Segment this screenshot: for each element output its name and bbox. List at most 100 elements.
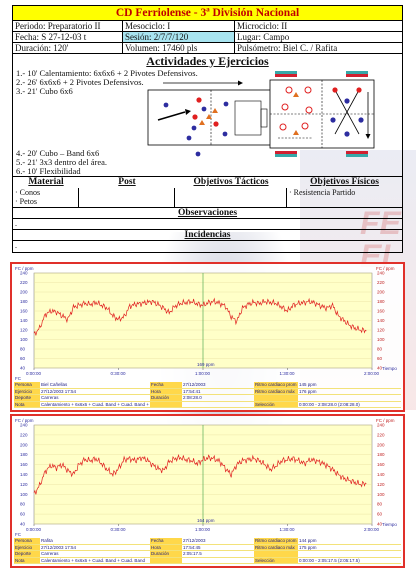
y-tick-label-right: 80	[377, 502, 383, 507]
info-label: Persona	[14, 538, 40, 544]
incidencias-title: Incidencias	[13, 230, 402, 241]
info-label: Hora	[150, 544, 182, 551]
info-value: 145 ppm	[299, 382, 317, 387]
info-label	[150, 401, 182, 408]
info-label: Ritmo cardiaco máx	[254, 388, 298, 395]
info-value: 0:00:00 - 2:05:17.5 (2:05:17.5)	[299, 557, 360, 563]
y-tick-label-right: 140	[377, 472, 385, 477]
info-label: Nota	[14, 557, 40, 564]
y-tick-label-right: 60	[377, 512, 383, 517]
y-tick-label: 180	[20, 452, 28, 457]
mesociclo-cell: Mesociclo: I	[123, 21, 235, 31]
x-tick-label: 0:00:00	[26, 371, 42, 376]
y-tick-label: 220	[20, 432, 28, 437]
y-tick-label-right: 200	[377, 442, 385, 447]
info-label: Hora	[150, 388, 182, 395]
info-label: Fecha	[150, 538, 182, 544]
y-tick-label-right: 160	[377, 309, 385, 314]
y-axis-label-right: FC / ppm	[376, 266, 395, 271]
activity-item: 1.- 10' Calentamiento: 6x6x6 + 2 Pivotes…	[16, 68, 198, 78]
y-tick-label: 120	[20, 328, 28, 333]
header-row: Duración: 120' Volumen: 17460 pls Pulsóm…	[13, 43, 402, 54]
info-value: 27/12/2003 17:54	[41, 388, 77, 394]
drill-diagrams	[147, 71, 375, 157]
volumen-cell: Volumen: 17460 pls	[123, 43, 235, 53]
x-tick-label: 0:30:00	[111, 527, 127, 532]
pitch-diagram-left	[147, 89, 274, 157]
fisicos-cell: · Resistencia Partido	[289, 188, 356, 197]
activity-item: 3.- 21' Cubo 6x6	[16, 86, 73, 96]
y-tick-label-right: 100	[377, 492, 385, 497]
observaciones-value: .	[13, 219, 402, 230]
session-info-table: Persona Biel Cañellas Fecha 27/12/2003 Ritmo…	[14, 382, 401, 409]
info-value: 0:00:00 - 2:08:28.0 (2:08:28.0)	[299, 401, 360, 407]
info-row: Deporte Carreras Duración 2:05:17.5	[14, 551, 401, 558]
y-tick-label-right: 220	[377, 280, 385, 285]
y-tick-label: 140	[20, 318, 28, 323]
y-tick-label: 100	[20, 337, 28, 342]
watermark-text: FE	[360, 205, 401, 241]
header-row: Periodo: Preparatorio II Mesociclo: I Mi…	[13, 21, 402, 32]
info-row: Deporte Carreras Duración 2:08:28.0	[14, 395, 401, 402]
y-axis-label: FC / ppm	[15, 266, 34, 271]
info-value: 144 ppm	[299, 538, 317, 543]
info-value: 2:05:17.5	[183, 551, 202, 557]
info-label: Nota	[14, 401, 40, 408]
y-tick-label: 80	[20, 347, 26, 352]
y-tick-label-right: 120	[377, 328, 385, 333]
x-axis-label: Tiempo	[382, 366, 397, 371]
info-value	[298, 551, 401, 557]
post-cell	[79, 188, 175, 207]
info-label: Duración	[150, 551, 182, 557]
material-header: Material	[28, 177, 64, 187]
y-tick-label: 200	[20, 290, 28, 295]
heart-rate-chart: FC / ppm FC / ppm 40 40 60 60 80 80 100 100 120 120…	[15, 418, 397, 537]
tacticos-header: Objetivos Tácticos	[193, 177, 269, 187]
observaciones-title: Observaciones	[13, 208, 402, 219]
activity-item: 2.- 26' 6x6x6 + 2 Pivotes Defensivos.	[16, 77, 144, 87]
info-label	[254, 551, 298, 557]
x-tick-label: 1:30:00	[280, 371, 296, 376]
info-row: Nota Calentamiento + 6x6x6 + Cuad. Band +…	[14, 401, 401, 409]
info-label: Ejercicio	[14, 544, 40, 551]
info-label	[254, 395, 298, 401]
microciclo-cell: Microciclo: II	[237, 21, 288, 31]
y-tick-label-right: 240	[377, 423, 385, 428]
y-tick-label: 220	[20, 280, 28, 285]
info-label: Persona	[14, 382, 40, 388]
heart-rate-line	[33, 297, 367, 336]
info-row: Persona Rafita Fecha 27/12/2003 Ritmo cardia…	[14, 538, 401, 545]
y-tick-label: 160	[20, 309, 28, 314]
y-tick-label: 80	[20, 502, 26, 507]
info-label: Ejercicio	[14, 388, 40, 395]
cube-diagram-right	[269, 71, 375, 157]
y-tick-label: 180	[20, 299, 28, 304]
activities-title: Actividades y Ejercicios	[146, 54, 269, 68]
reference-label: 169 ppm	[197, 362, 215, 367]
y-tick-label: 200	[20, 442, 28, 447]
x-tick-label: 0:00:00	[26, 527, 42, 532]
info-value	[182, 402, 254, 408]
heart-rate-chart: FC / ppm FC / ppm 40 40 60 60 80 80 100 100 120 120…	[15, 266, 397, 381]
y-tick-label-right: 160	[377, 462, 385, 467]
x-tick-label: 0:30:00	[111, 371, 127, 376]
x-axis-label: Tiempo	[382, 522, 397, 527]
heart-rate-panel: FC / ppm FC / ppm 40 40 60 60 80 80 100 100 120 120…	[10, 262, 405, 412]
info-row: Ejercicio 27/12/2003 17:54 Hora 17:54:45 Rit…	[14, 544, 401, 552]
y-tick-label-right: 180	[377, 299, 385, 304]
material-headers: Material Post Objetivos Tácticos Objetiv…	[13, 177, 402, 188]
y-tick-label: 240	[20, 271, 28, 276]
material-item: · Petos	[15, 197, 37, 206]
info-value: Carreras	[41, 395, 59, 401]
y-tick-label: 60	[20, 512, 26, 517]
activity-item: 4.- 20' Cubo – Band 6x6	[16, 148, 100, 158]
y-tick-label-right: 220	[377, 432, 385, 437]
y-tick-label: 40	[20, 522, 26, 527]
y-tick-label-right: 240	[377, 271, 385, 276]
info-value: 2:08:28.0	[183, 395, 202, 401]
y-tick-label: 40	[20, 366, 26, 371]
y-tick-label: 240	[20, 423, 28, 428]
y-tick-label: 160	[20, 462, 28, 467]
y-tick-label-right: 40	[377, 366, 383, 371]
duracion-cell: Duración: 120'	[13, 43, 123, 53]
